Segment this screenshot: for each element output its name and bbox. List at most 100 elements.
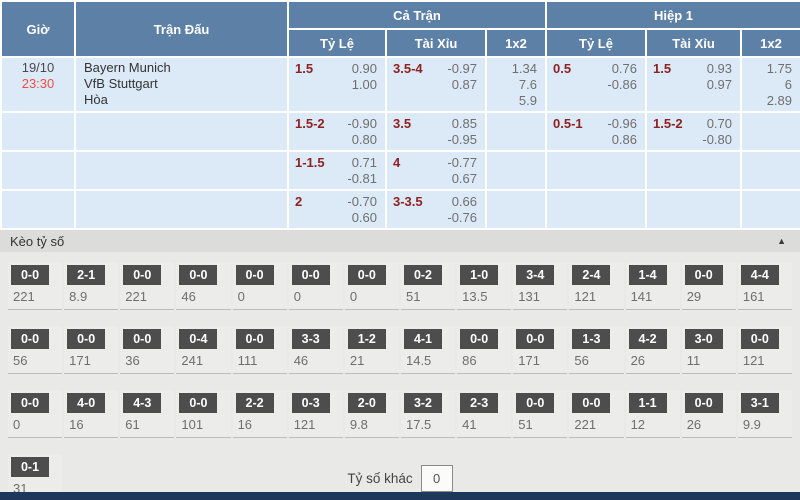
score-cell[interactable]: 2-3 41	[457, 390, 512, 438]
h1-overunder-cell[interactable]: 1.5 0.93 0.97	[647, 58, 740, 111]
score-cell[interactable]: 0-0 0	[232, 262, 287, 310]
h1-handicap-cell[interactable]: 0.5-1 -0.96 0.86	[547, 113, 645, 150]
score-cell[interactable]: 0-0 221	[569, 390, 624, 438]
ft-overunder-cell[interactable]: 4 -0.77 0.67	[387, 152, 485, 189]
ft-handicap-cell[interactable]: 2 -0.70 0.60	[289, 191, 385, 228]
score-cell[interactable]: 0-0 29	[681, 262, 736, 310]
odd-value[interactable]: 1.75	[766, 61, 792, 76]
other-score-input[interactable]	[420, 464, 453, 492]
ft-overunder-cell[interactable]: 3.5-4 -0.97 0.87	[387, 58, 485, 111]
odd-value[interactable]: -0.76	[447, 210, 477, 225]
ft-handicap-cell[interactable]: 1-1.5 0.71 -0.81	[289, 152, 385, 189]
score-cell[interactable]: 0-0 0	[288, 262, 343, 310]
score-cell[interactable]: 3-2 17.5	[400, 390, 456, 438]
score-cell[interactable]: 4-4 161	[737, 262, 792, 310]
odd-value[interactable]: -0.81	[347, 171, 377, 186]
h1-handicap-cell[interactable]: 0.5 0.76 -0.86	[547, 58, 645, 111]
score-odds: 36	[125, 353, 140, 368]
score-cell[interactable]: 0-0 36	[120, 326, 175, 374]
odd-value[interactable]: 1.34	[511, 61, 537, 76]
odd-value[interactable]: -0.77	[447, 155, 477, 170]
score-cell[interactable]: 3-0 11	[681, 326, 736, 374]
h1-1x2-cell[interactable]: 1.75 6 2.89	[742, 58, 800, 111]
score-cell[interactable]: 4-0 16	[64, 390, 119, 438]
score-cell[interactable]: 3-4 131	[513, 262, 568, 310]
score-cell[interactable]: 2-1 8.9	[64, 262, 119, 310]
away-team[interactable]: VfB Stuttgart	[84, 76, 158, 91]
score-label: 0-0	[347, 265, 386, 285]
odd-value[interactable]: -0.86	[607, 77, 637, 92]
score-cell[interactable]: 0-0 86	[457, 326, 512, 374]
score-label: 2-0	[347, 393, 386, 413]
odd-value[interactable]: 0.70	[706, 116, 732, 131]
ft-overunder-cell[interactable]: 3-3.5 0.66 -0.76	[387, 191, 485, 228]
score-cell[interactable]: 0-0 221	[8, 262, 63, 310]
score-cell[interactable]: 0-0 51	[513, 390, 568, 438]
score-cell[interactable]: 1-1 12	[625, 390, 680, 438]
score-cell[interactable]: 0-0 0	[344, 262, 399, 310]
odd-value[interactable]: 0.71	[351, 155, 377, 170]
score-cell[interactable]: 0-0 26	[681, 390, 736, 438]
score-cell[interactable]: 1-2 21	[344, 326, 399, 374]
score-cell[interactable]: 0-0 56	[8, 326, 63, 374]
score-label: 3-2	[403, 393, 442, 413]
score-cell[interactable]: 0-0 171	[64, 326, 119, 374]
odd-value[interactable]: 0.76	[611, 61, 637, 76]
odd-value[interactable]: -0.90	[347, 116, 377, 131]
ft-1x2-cell[interactable]: 1.34 7.6 5.9	[487, 58, 545, 111]
odd-value[interactable]: 0.60	[351, 210, 377, 225]
ft-overunder-cell[interactable]: 3.5 0.85 -0.95	[387, 113, 485, 150]
home-team[interactable]: Bayern Munich	[84, 60, 171, 75]
score-odds: 221	[574, 417, 597, 432]
score-odds: 221	[125, 289, 147, 304]
ft-handicap-cell[interactable]: 1.5-2 -0.90 0.80	[289, 113, 385, 150]
score-cell[interactable]: 0-3 121	[288, 390, 343, 438]
score-cell[interactable]: 0-0 221	[120, 262, 175, 310]
score-cell[interactable]: 0-0 46	[176, 262, 231, 310]
score-cell[interactable]: 1-3 56	[569, 326, 624, 374]
odd-value[interactable]: 0.66	[451, 194, 477, 209]
score-cell[interactable]: 2-2 16	[232, 390, 287, 438]
score-section-header[interactable]: Kèo tỷ số ▲	[0, 230, 800, 252]
odd-value[interactable]: 0.90	[351, 61, 377, 76]
odd-value[interactable]: -0.80	[702, 132, 732, 147]
odd-value[interactable]: 0.93	[706, 61, 732, 76]
score-cell[interactable]: 2-4 121	[569, 262, 624, 310]
collapse-icon[interactable]: ▲	[777, 236, 786, 246]
odd-value[interactable]: -0.96	[607, 116, 637, 131]
score-cell[interactable]: 0-0 121	[737, 326, 792, 374]
odd-value[interactable]: 0.85	[451, 116, 477, 131]
odd-value[interactable]: 0.67	[451, 171, 477, 186]
score-cell[interactable]: 3-3 46	[288, 326, 343, 374]
odd-value[interactable]: 7.6	[518, 77, 537, 92]
score-cell[interactable]: 0-0 101	[176, 390, 231, 438]
score-cell[interactable]: 0-4 241	[176, 326, 231, 374]
score-cell[interactable]: 0-2 51	[400, 262, 456, 310]
score-odds: 16	[69, 417, 84, 432]
score-cell[interactable]: 1-0 13.5	[457, 262, 512, 310]
match-teams-cell[interactable]: Bayern Munich VfB Stuttgart Hòa	[76, 58, 287, 111]
odd-value[interactable]: 0.87	[451, 77, 477, 92]
score-cell[interactable]: 4-1 14.5	[400, 326, 456, 374]
score-cell[interactable]: 0-0 171	[513, 326, 568, 374]
odd-value[interactable]: 5.9	[518, 93, 537, 108]
odd-value[interactable]: 6	[784, 77, 792, 92]
odd-value[interactable]: 0.97	[706, 77, 732, 92]
odd-value[interactable]: 1.00	[351, 77, 377, 92]
score-cell[interactable]: 0-0 111	[232, 326, 287, 374]
odd-value[interactable]: 0.86	[611, 132, 637, 147]
score-cell[interactable]: 0-0 0	[8, 390, 63, 438]
odd-value[interactable]: -0.70	[347, 194, 377, 209]
odd-value[interactable]: -0.95	[447, 132, 477, 147]
score-cell[interactable]: 0-1 31	[8, 454, 63, 492]
odd-value[interactable]: 0.80	[351, 132, 377, 147]
odd-value[interactable]: -0.97	[447, 61, 477, 76]
score-cell[interactable]: 2-0 9.8	[344, 390, 399, 438]
score-cell[interactable]: 1-4 141	[625, 262, 680, 310]
score-cell[interactable]: 3-1 9.9	[737, 390, 792, 438]
score-cell[interactable]: 4-3 61	[120, 390, 175, 438]
ft-handicap-cell[interactable]: 1.5 0.90 1.00	[289, 58, 385, 111]
odd-value[interactable]: 2.89	[766, 93, 792, 108]
h1-overunder-cell[interactable]: 1.5-2 0.70 -0.80	[647, 113, 740, 150]
score-cell[interactable]: 4-2 26	[625, 326, 680, 374]
